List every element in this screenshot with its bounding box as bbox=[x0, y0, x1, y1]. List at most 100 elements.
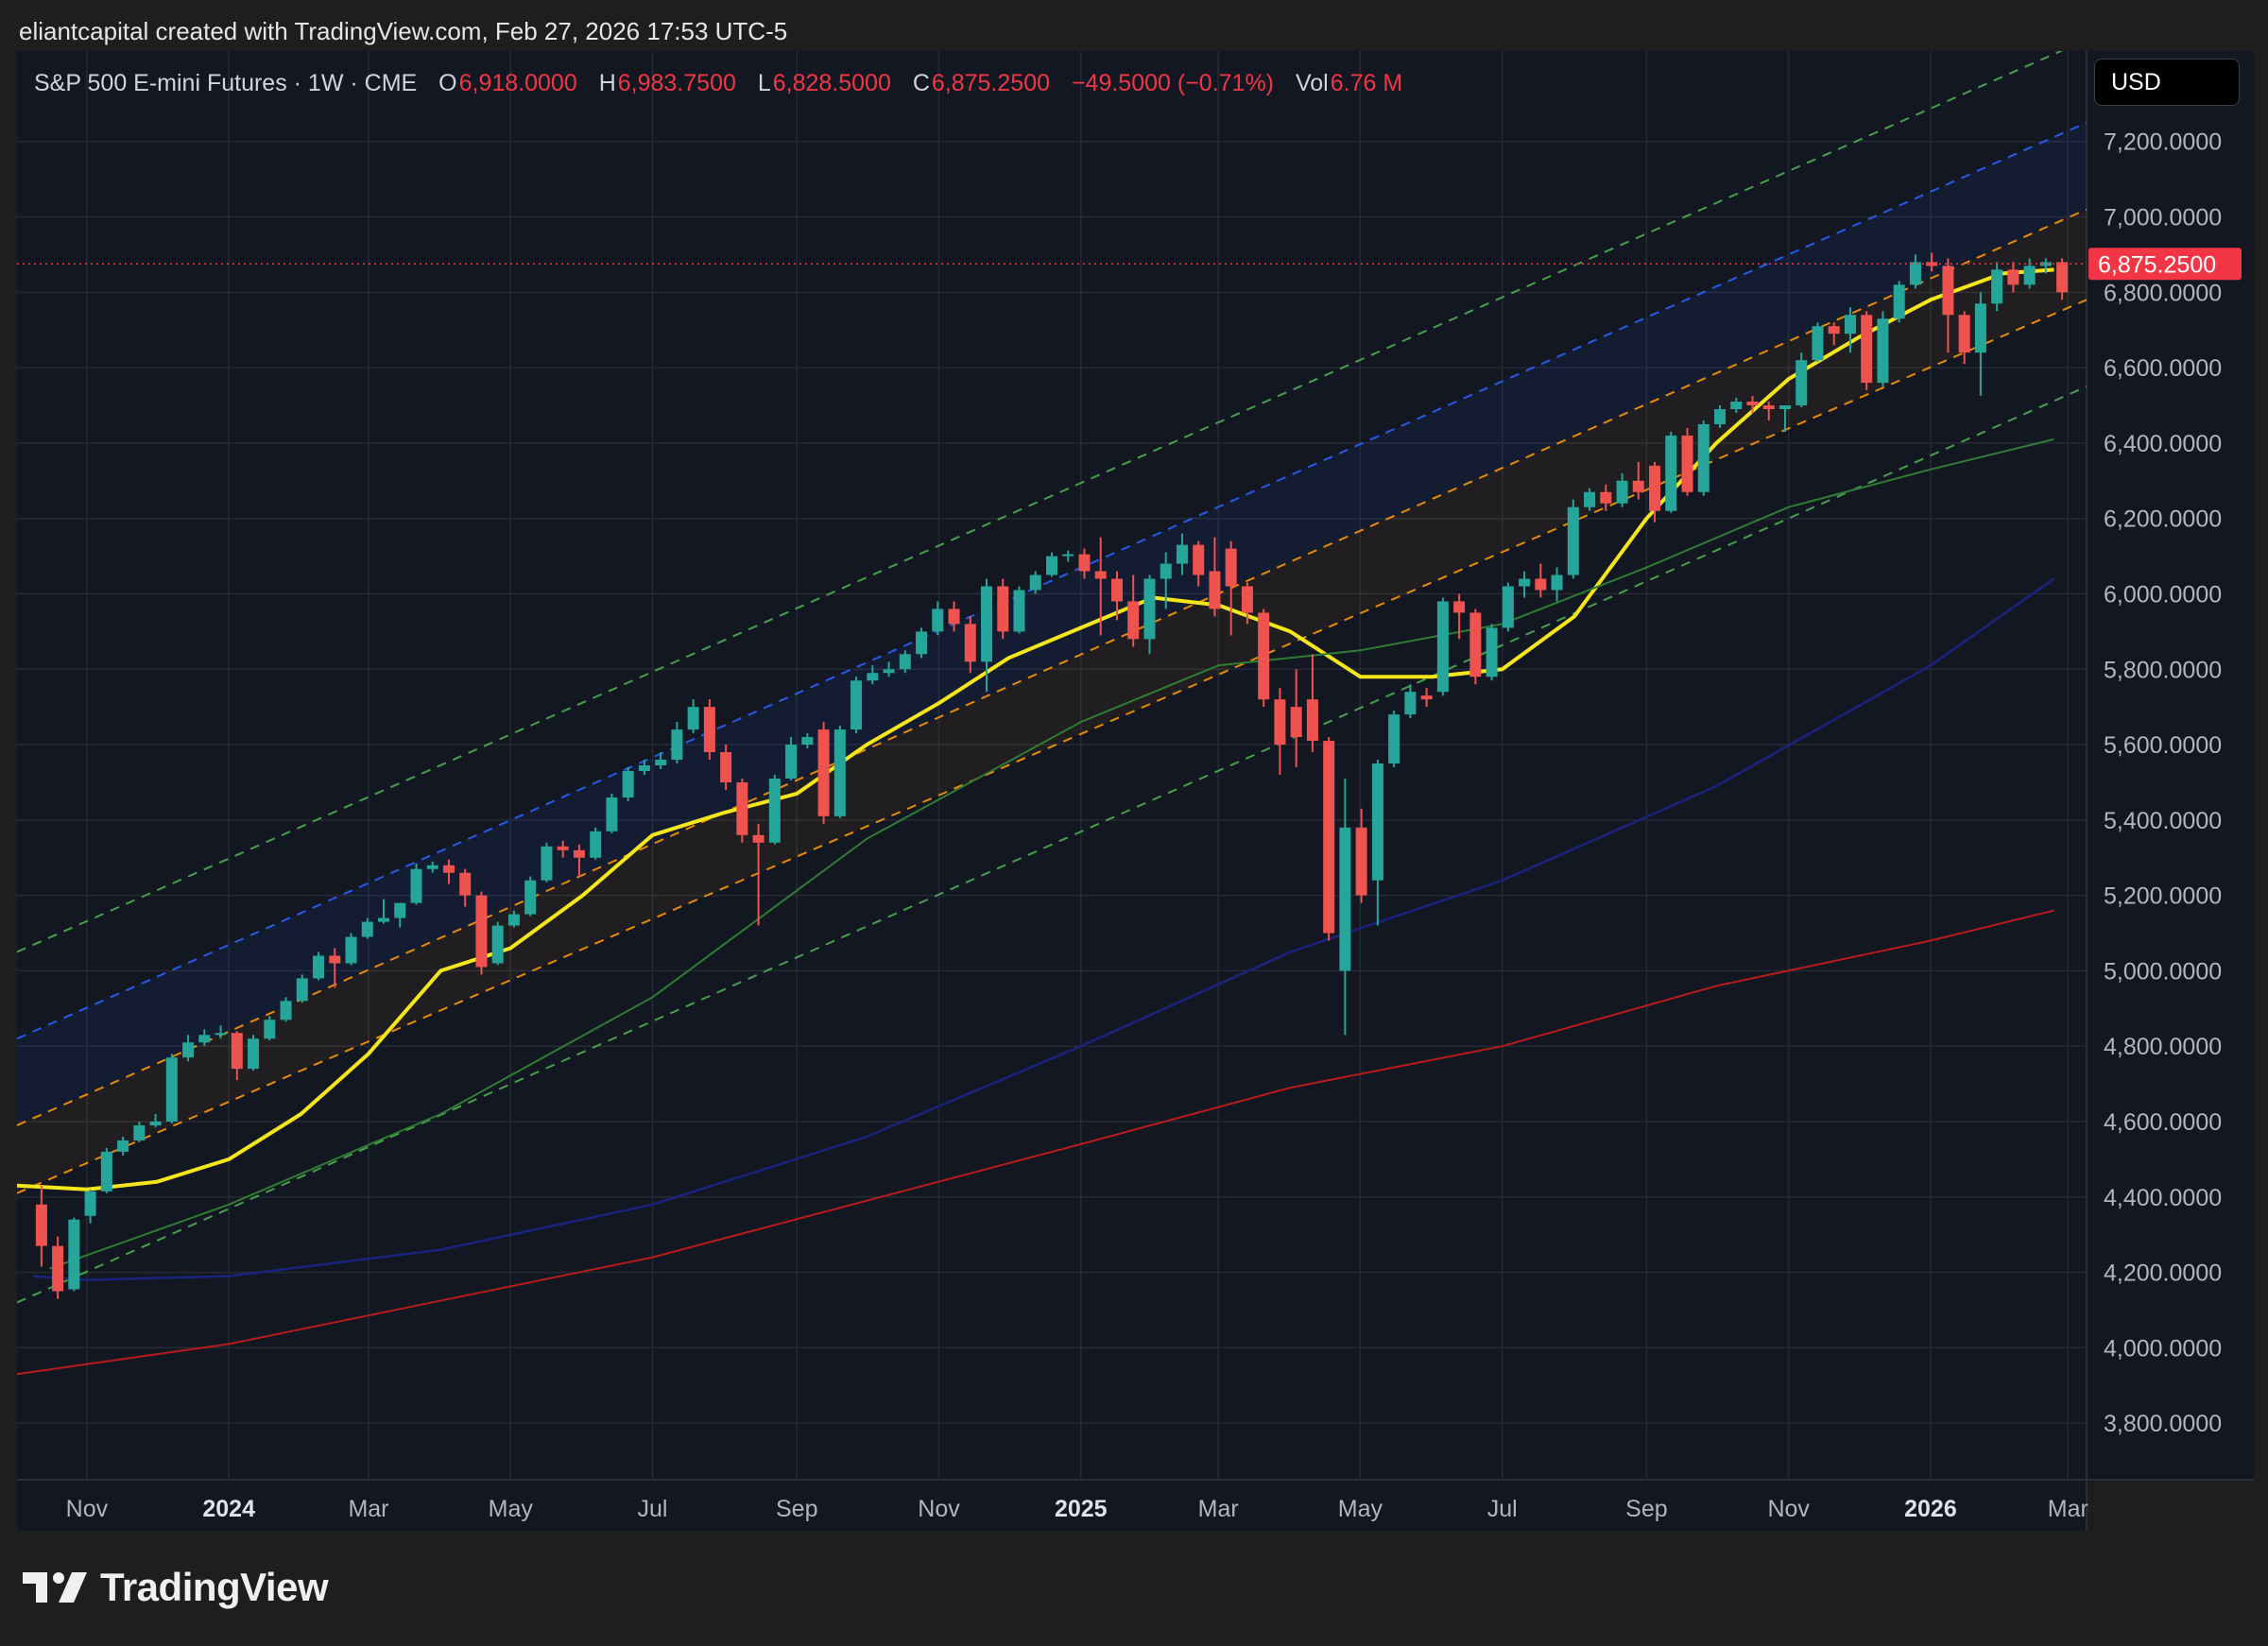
price-chart[interactable]: 7,200.0000 7,000.0000 6,800.0000 6,600.0000… bbox=[0, 0, 2268, 1550]
candle bbox=[442, 859, 455, 884]
attribution-text: eliantcapital created with TradingView.c… bbox=[19, 17, 788, 45]
candle bbox=[1535, 563, 1547, 598]
candle-body bbox=[1176, 544, 1188, 564]
candle bbox=[524, 876, 537, 917]
candle-body bbox=[442, 865, 455, 873]
x-tick-label: Sep bbox=[1625, 1496, 1667, 1522]
candle-body bbox=[883, 669, 895, 674]
candle-body bbox=[133, 1124, 146, 1140]
x-tick-label: May bbox=[1338, 1496, 1383, 1522]
candle-body bbox=[52, 1245, 64, 1292]
candle bbox=[1143, 574, 1156, 655]
candle-body bbox=[198, 1035, 211, 1043]
candle-body bbox=[948, 609, 960, 625]
candle-body bbox=[296, 978, 308, 1002]
candle bbox=[590, 827, 602, 860]
candle bbox=[361, 917, 373, 939]
candle bbox=[1078, 548, 1091, 579]
candle bbox=[2023, 258, 2036, 289]
candle bbox=[1306, 654, 1318, 753]
candle-body bbox=[850, 680, 863, 730]
candle-body bbox=[280, 1001, 292, 1020]
candle bbox=[997, 578, 1009, 640]
candle-body bbox=[638, 765, 650, 771]
candle bbox=[198, 1029, 211, 1047]
candle-body bbox=[1502, 586, 1514, 628]
x-tick-label: Nov bbox=[66, 1496, 109, 1522]
close-label: C bbox=[912, 70, 930, 96]
candle bbox=[557, 840, 569, 858]
candle-body bbox=[590, 831, 602, 858]
candle bbox=[833, 726, 846, 818]
low-value: 6,828.5000 bbox=[772, 70, 891, 96]
candle bbox=[638, 760, 650, 775]
candle bbox=[264, 1016, 276, 1041]
channel-upper-band bbox=[17, 122, 2087, 1125]
x-tick-label: Nov bbox=[918, 1496, 960, 1522]
candle bbox=[475, 891, 488, 975]
candle bbox=[1371, 760, 1383, 926]
candle-body bbox=[1225, 548, 1237, 587]
currency-selector[interactable]: USD bbox=[2094, 59, 2240, 106]
candle bbox=[377, 899, 389, 924]
candle bbox=[768, 774, 781, 845]
candle-body bbox=[1029, 574, 1041, 591]
candle-body bbox=[1796, 360, 1808, 406]
candle bbox=[752, 823, 765, 926]
candle-body bbox=[867, 673, 879, 681]
tradingview-logo[interactable]: TradingView bbox=[23, 1565, 329, 1610]
candle-body bbox=[801, 737, 814, 746]
candle bbox=[1029, 571, 1041, 594]
candle bbox=[1714, 405, 1727, 428]
candle bbox=[964, 616, 976, 674]
candle bbox=[1388, 711, 1400, 767]
candle-body bbox=[2039, 262, 2052, 266]
candle-body bbox=[785, 745, 798, 779]
candle-body bbox=[573, 849, 585, 858]
candle bbox=[1991, 262, 2003, 312]
candle-body bbox=[703, 707, 715, 753]
candle bbox=[231, 1031, 243, 1081]
candle-body bbox=[1323, 741, 1335, 934]
candle-body bbox=[1193, 544, 1205, 575]
candle-body bbox=[345, 936, 357, 964]
candle bbox=[1486, 624, 1498, 681]
candle bbox=[165, 1054, 178, 1123]
candle-body bbox=[997, 586, 1009, 632]
candle-body bbox=[100, 1151, 112, 1192]
candle bbox=[52, 1236, 64, 1299]
candle bbox=[883, 661, 895, 677]
candle-body bbox=[964, 624, 976, 662]
candle bbox=[1453, 593, 1466, 640]
candle-body bbox=[1306, 699, 1318, 742]
candle-body bbox=[1828, 326, 1840, 334]
candle bbox=[1632, 461, 1644, 500]
candle-body bbox=[1746, 402, 1759, 406]
candle-body bbox=[165, 1057, 178, 1123]
candle-body bbox=[1551, 574, 1563, 591]
high-label: H bbox=[598, 70, 616, 96]
candle bbox=[149, 1114, 162, 1127]
candle bbox=[68, 1217, 80, 1292]
candle bbox=[1062, 550, 1074, 562]
candle bbox=[1013, 586, 1025, 634]
candle bbox=[1796, 352, 1808, 408]
symbol-label[interactable]: S&P 500 E-mini Futures · 1W · CME bbox=[34, 70, 418, 96]
candle bbox=[1861, 311, 1873, 391]
candle bbox=[345, 933, 357, 966]
candle-body bbox=[622, 770, 634, 797]
price-axis-area bbox=[2087, 51, 2254, 1480]
candle bbox=[329, 948, 341, 988]
candle bbox=[981, 578, 993, 693]
candle bbox=[703, 699, 715, 761]
candle-body bbox=[35, 1204, 47, 1246]
y-tick-label: 4,400.0000 bbox=[2104, 1185, 2222, 1211]
candle-body bbox=[1420, 695, 1433, 700]
candle-body bbox=[1665, 435, 1677, 511]
candle-body bbox=[215, 1033, 227, 1036]
candle bbox=[1420, 688, 1433, 708]
candle-body bbox=[899, 654, 911, 670]
candle-body bbox=[2007, 269, 2019, 285]
candle-body bbox=[1600, 491, 1612, 504]
candle bbox=[133, 1122, 146, 1142]
